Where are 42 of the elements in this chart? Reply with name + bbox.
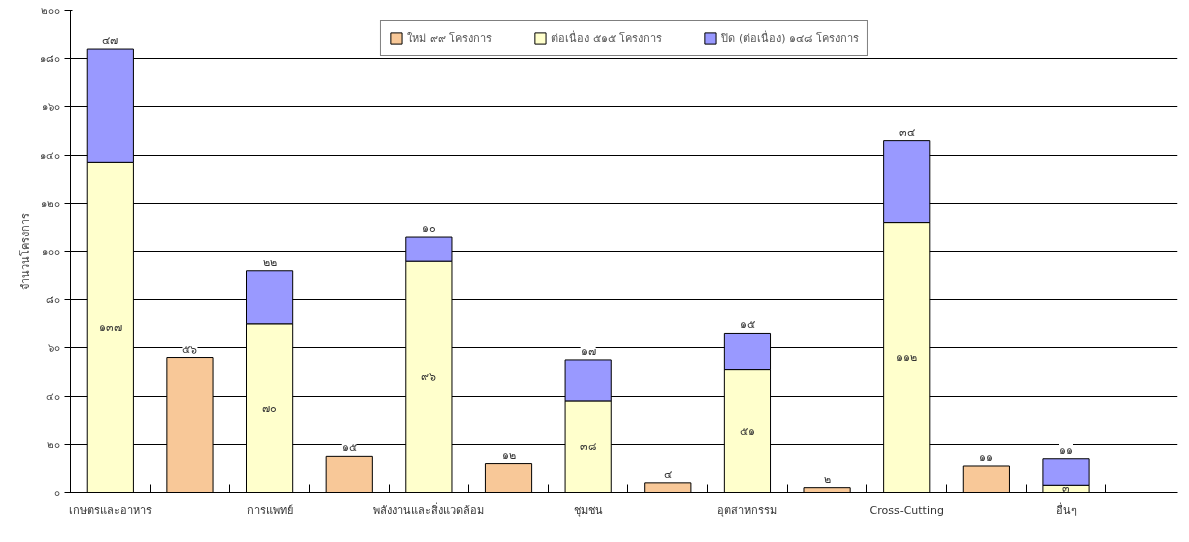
y-tick-label: ๑๐๐: [41, 246, 60, 257]
x-tick-label: ชุมชน: [573, 503, 603, 517]
data-label: ๒: [823, 472, 831, 486]
x-tick-label: Cross-Cutting: [869, 503, 944, 517]
y-tick-label: ๘๐: [45, 294, 60, 306]
legend-label: ปิด (ต่อเนื่อง) ๑๔๘ โครงการ: [721, 29, 859, 47]
data-label: ๕๖: [182, 342, 198, 356]
x-tick-label: พลังงานและสิ่งแวดล้อม: [373, 501, 485, 517]
x-tick-label: อุตสาหกรรม: [717, 503, 778, 517]
y-tick-label: ๑๔๐: [39, 149, 60, 161]
y-tick-label: ๐: [53, 487, 60, 498]
data-label: ๑๑๒: [896, 351, 918, 365]
y-tick-label: ๒๐: [46, 438, 60, 450]
data-label: ๗๐: [262, 401, 278, 415]
data-label: ๓๔: [898, 125, 915, 139]
data-label: ๕๑: [739, 424, 755, 438]
data-label: ๑๕: [341, 441, 357, 455]
y-tick-label: ๑๒๐: [40, 197, 60, 209]
y-tick-label: ๔๐: [45, 390, 60, 402]
y-tick-label: ๒๐๐: [40, 5, 60, 16]
data-label: ๔๗: [102, 34, 119, 48]
x-tick-label: เกษตรและอาหาร: [68, 503, 152, 517]
y-tick-label: ๑๘๐: [39, 53, 60, 65]
x-tick-label: อื่นๆ: [1055, 501, 1077, 517]
data-label: ๒๒: [262, 255, 277, 269]
y-tick-label: ๑๖๐: [41, 101, 60, 113]
data-label: ๓๘: [580, 440, 597, 454]
y-tick-label: ๖๐: [47, 342, 60, 354]
legend-label: ใหม่ ๙๙ โครงการ: [407, 31, 493, 47]
y-axis-title: จำนวนโครงการ: [17, 213, 32, 290]
data-label: ๑๓๗: [98, 320, 122, 334]
data-label: ๑๑: [979, 450, 994, 464]
data-label: ๑๗: [580, 344, 596, 358]
data-label: ๙๖: [421, 370, 437, 384]
legend-label: ต่อเนื่อง ๕๑๕ โครงการ: [551, 29, 663, 47]
data-label: ๑๕: [739, 318, 755, 332]
x-tick-label: การแพทย์: [246, 503, 293, 517]
data-label: ๑๐: [421, 222, 436, 236]
data-label: ๔: [663, 467, 672, 481]
data-label: ๑๑: [1059, 443, 1073, 457]
data-label: ๓: [1062, 482, 1070, 496]
data-label: ๑๒: [501, 448, 516, 462]
